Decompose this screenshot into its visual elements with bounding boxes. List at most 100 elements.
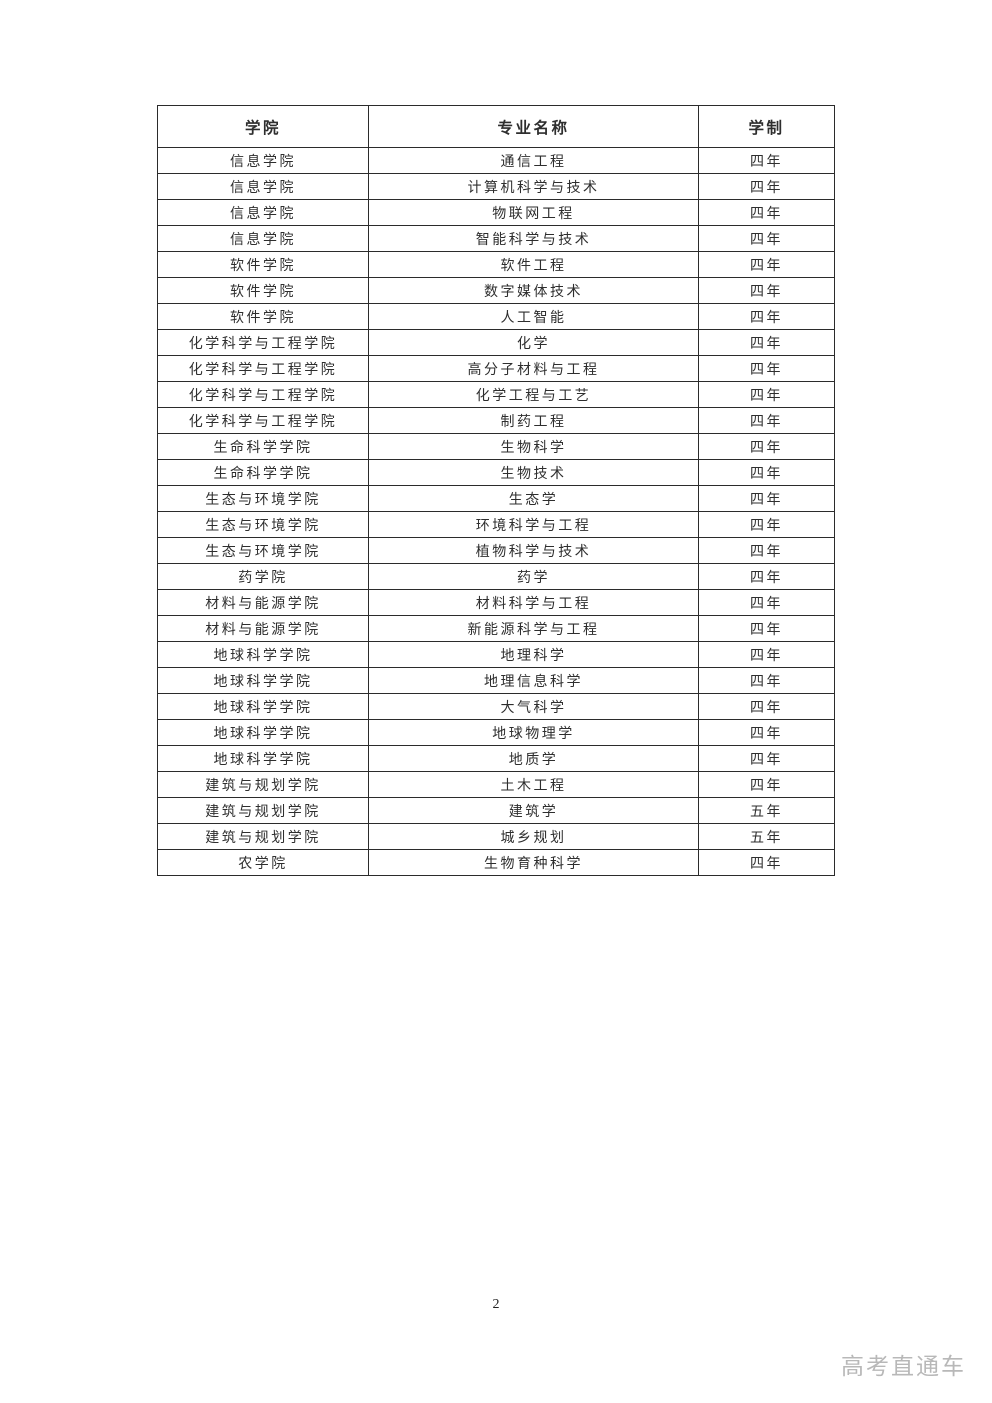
duration-cell: 四年 — [698, 407, 835, 434]
college-cell: 信息学院 — [157, 225, 369, 252]
major-cell: 地理信息科学 — [368, 667, 699, 694]
major-cell: 大气科学 — [368, 693, 699, 720]
duration-cell: 四年 — [698, 693, 835, 720]
major-cell: 制药工程 — [368, 407, 699, 434]
major-cell: 生态学 — [368, 485, 699, 512]
college-cell: 生态与环境学院 — [157, 485, 369, 512]
major-cell: 化学 — [368, 329, 699, 356]
duration-cell: 四年 — [698, 537, 835, 564]
major-cell: 人工智能 — [368, 303, 699, 330]
duration-cell: 四年 — [698, 563, 835, 590]
major-cell: 植物科学与技术 — [368, 537, 699, 564]
duration-cell: 五年 — [698, 797, 835, 824]
table-row: 建筑与规划学院 城乡规划 五年 — [157, 823, 835, 850]
major-cell: 环境科学与工程 — [368, 511, 699, 538]
table-header-row: 学院 专业名称 学制 — [157, 105, 835, 148]
column-header-college: 学院 — [157, 105, 369, 148]
table-row: 生命科学学院 生物科学 四年 — [157, 433, 835, 460]
table-row: 化学科学与工程学院 制药工程 四年 — [157, 407, 835, 434]
table-row: 生态与环境学院 植物科学与技术 四年 — [157, 537, 835, 564]
duration-cell: 四年 — [698, 667, 835, 694]
college-cell: 药学院 — [157, 563, 369, 590]
duration-cell: 四年 — [698, 459, 835, 486]
table-row: 化学科学与工程学院 化学工程与工艺 四年 — [157, 381, 835, 408]
college-cell: 地球科学学院 — [157, 719, 369, 746]
college-cell: 生态与环境学院 — [157, 511, 369, 538]
table-row: 化学科学与工程学院 化学 四年 — [157, 329, 835, 356]
college-cell: 信息学院 — [157, 173, 369, 200]
page-number: 2 — [492, 1297, 500, 1312]
table-row: 信息学院 智能科学与技术 四年 — [157, 225, 835, 252]
table-row: 地球科学学院 地理信息科学 四年 — [157, 667, 835, 694]
college-cell: 建筑与规划学院 — [157, 797, 369, 824]
college-cell: 化学科学与工程学院 — [157, 329, 369, 356]
duration-cell: 四年 — [698, 615, 835, 642]
table-row: 建筑与规划学院 建筑学 五年 — [157, 797, 835, 824]
college-cell: 软件学院 — [157, 277, 369, 304]
duration-cell: 四年 — [698, 147, 835, 174]
college-cell: 生态与环境学院 — [157, 537, 369, 564]
table-row: 化学科学与工程学院 高分子材料与工程 四年 — [157, 355, 835, 382]
duration-cell: 四年 — [698, 849, 835, 876]
major-cell: 生物技术 — [368, 459, 699, 486]
major-cell: 新能源科学与工程 — [368, 615, 699, 642]
major-cell: 土木工程 — [368, 771, 699, 798]
major-cell: 软件工程 — [368, 251, 699, 278]
college-cell: 软件学院 — [157, 251, 369, 278]
table-row: 地球科学学院 地理科学 四年 — [157, 641, 835, 668]
major-cell: 建筑学 — [368, 797, 699, 824]
table-row: 生命科学学院 生物技术 四年 — [157, 459, 835, 486]
table-row: 信息学院 通信工程 四年 — [157, 147, 835, 174]
major-cell: 物联网工程 — [368, 199, 699, 226]
table-row: 生态与环境学院 生态学 四年 — [157, 485, 835, 512]
major-cell: 生物育种科学 — [368, 849, 699, 876]
table-row: 信息学院 计算机科学与技术 四年 — [157, 173, 835, 200]
duration-cell: 四年 — [698, 641, 835, 668]
major-cell: 地质学 — [368, 745, 699, 772]
major-cell: 数字媒体技术 — [368, 277, 699, 304]
column-header-duration: 学制 — [698, 105, 835, 148]
duration-cell: 四年 — [698, 433, 835, 460]
duration-cell: 四年 — [698, 277, 835, 304]
major-cell: 材料科学与工程 — [368, 589, 699, 616]
table-row: 信息学院 物联网工程 四年 — [157, 199, 835, 226]
duration-cell: 四年 — [698, 589, 835, 616]
college-cell: 化学科学与工程学院 — [157, 407, 369, 434]
duration-cell: 四年 — [698, 225, 835, 252]
table-row: 农学院 生物育种科学 四年 — [157, 849, 835, 876]
college-cell: 生命科学学院 — [157, 433, 369, 460]
college-cell: 化学科学与工程学院 — [157, 355, 369, 382]
major-cell: 智能科学与技术 — [368, 225, 699, 252]
table-row: 软件学院 人工智能 四年 — [157, 303, 835, 330]
duration-cell: 五年 — [698, 823, 835, 850]
college-cell: 软件学院 — [157, 303, 369, 330]
table-row: 生态与环境学院 环境科学与工程 四年 — [157, 511, 835, 538]
college-cell: 材料与能源学院 — [157, 589, 369, 616]
duration-cell: 四年 — [698, 355, 835, 382]
duration-cell: 四年 — [698, 511, 835, 538]
college-cell: 地球科学学院 — [157, 745, 369, 772]
major-cell: 高分子材料与工程 — [368, 355, 699, 382]
college-cell: 地球科学学院 — [157, 667, 369, 694]
college-cell: 化学科学与工程学院 — [157, 381, 369, 408]
duration-cell: 四年 — [698, 719, 835, 746]
major-cell: 地球物理学 — [368, 719, 699, 746]
major-cell: 药学 — [368, 563, 699, 590]
major-cell: 城乡规划 — [368, 823, 699, 850]
college-cell: 建筑与规划学院 — [157, 771, 369, 798]
duration-cell: 四年 — [698, 381, 835, 408]
majors-table: 学院 专业名称 学制 信息学院 通信工程 四年 信息学院 计算机科学与技术 四年 信息学院物… — [157, 105, 835, 876]
table-row: 地球科学学院 大气科学 四年 — [157, 693, 835, 720]
table-row: 材料与能源学院 材料科学与工程 四年 — [157, 589, 835, 616]
college-cell: 信息学院 — [157, 199, 369, 226]
duration-cell: 四年 — [698, 485, 835, 512]
duration-cell: 四年 — [698, 329, 835, 356]
college-cell: 生命科学学院 — [157, 459, 369, 486]
duration-cell: 四年 — [698, 745, 835, 772]
duration-cell: 四年 — [698, 173, 835, 200]
watermark: 高考直通车 — [841, 1353, 966, 1379]
table-row: 地球科学学院 地质学 四年 — [157, 745, 835, 772]
table-row: 软件学院 软件工程 四年 — [157, 251, 835, 278]
table-row: 地球科学学院 地球物理学 四年 — [157, 719, 835, 746]
